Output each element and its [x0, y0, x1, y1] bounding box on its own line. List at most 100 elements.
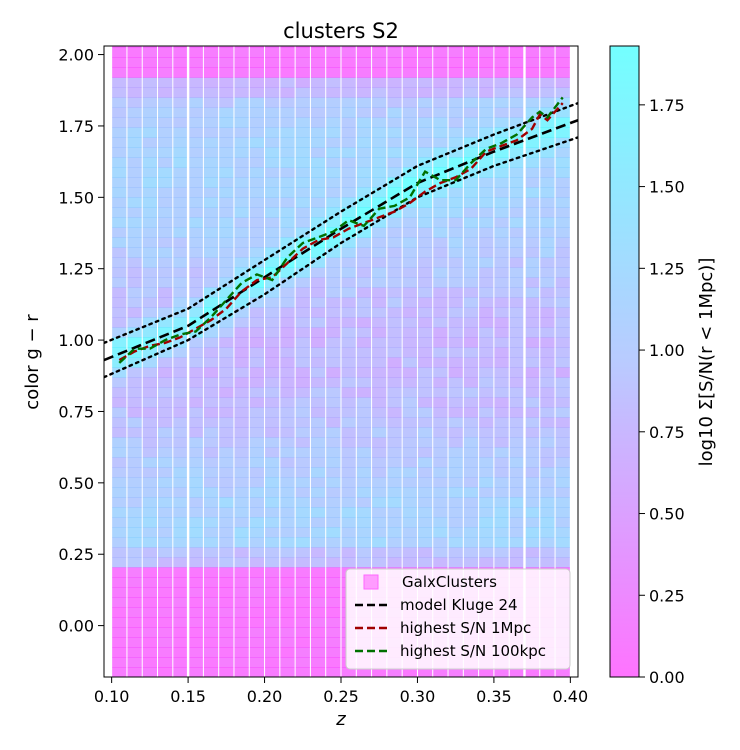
series-line-3 — [104, 136, 578, 379]
heatmap-cell — [249, 177, 265, 188]
heatmap-cell — [326, 477, 341, 488]
heatmap-cell — [463, 517, 479, 528]
heatmap-cell — [341, 507, 356, 518]
heatmap-cell — [509, 57, 524, 68]
heatmap-cell — [372, 537, 387, 548]
heatmap-cell — [417, 307, 433, 318]
heatmap-cell — [402, 297, 417, 308]
heatmap-cell — [463, 177, 479, 188]
heatmap-cell — [402, 257, 417, 268]
heatmap-cell — [402, 417, 417, 428]
heatmap-cell — [494, 427, 509, 438]
heatmap-cell — [417, 487, 433, 498]
heatmap-cell — [158, 357, 173, 368]
heatmap-cell — [356, 47, 372, 58]
heatmap-cell — [219, 597, 234, 608]
heatmap-cell — [494, 227, 509, 238]
heatmap-cell — [372, 447, 387, 458]
heatmap-cell — [494, 77, 509, 88]
heatmap-cell — [494, 297, 509, 308]
heatmap-cell — [310, 67, 326, 78]
heatmap-cell — [448, 207, 463, 218]
heatmap-cell — [280, 637, 295, 648]
heatmap-cell — [265, 437, 280, 448]
heatmap-cell — [372, 307, 387, 318]
heatmap-cell — [249, 447, 265, 458]
legend-label: model Kluge 24 — [400, 596, 518, 614]
heatmap-cell — [188, 647, 203, 658]
heatmap-cell — [142, 507, 158, 518]
heatmap-cell — [295, 207, 310, 218]
heatmap-cell — [463, 367, 479, 378]
heatmap-cell — [479, 547, 494, 558]
heatmap-cell — [142, 637, 158, 648]
heatmap-cell — [249, 567, 265, 578]
heatmap-cell — [173, 137, 188, 148]
heatmap-cell — [188, 197, 203, 208]
heatmap-cell — [433, 447, 448, 458]
heatmap-cell — [448, 337, 463, 348]
heatmap-cell — [173, 377, 188, 388]
heatmap-cell — [265, 237, 280, 248]
heatmap-cell — [417, 107, 433, 118]
heatmap-cell — [494, 667, 509, 677]
heatmap-cell — [402, 457, 417, 468]
heatmap-cell — [387, 477, 402, 488]
heatmap-cell — [112, 597, 127, 608]
heatmap-cell — [326, 467, 341, 478]
heatmap-cell — [326, 347, 341, 358]
heatmap-cell — [265, 337, 280, 348]
heatmap-cell — [540, 257, 555, 268]
heatmap-cell — [112, 307, 127, 318]
heatmap-cell — [509, 187, 524, 198]
heatmap-cell — [463, 497, 479, 508]
heatmap-cell — [310, 157, 326, 168]
heatmap-cell — [448, 177, 463, 188]
heatmap-cell — [509, 537, 524, 548]
heatmap-cell — [326, 367, 341, 378]
heatmap-cell — [112, 177, 127, 188]
heatmap-cell — [158, 397, 173, 408]
heatmap-cell — [173, 577, 188, 588]
heatmap-cell — [356, 67, 372, 78]
heatmap-cell — [479, 77, 494, 88]
heatmap-cell — [509, 267, 524, 278]
heatmap-cell — [524, 127, 540, 138]
heatmap-gap — [186, 46, 190, 677]
heatmap-cell — [158, 417, 173, 428]
heatmap-cell — [234, 427, 249, 438]
heatmap-cell — [433, 347, 448, 358]
heatmap-cell — [280, 277, 295, 288]
heatmap-cell — [555, 497, 570, 508]
heatmap-cell — [494, 557, 509, 568]
heatmap-cell — [112, 337, 127, 348]
heatmap-cell — [280, 357, 295, 368]
heatmap-cell — [265, 197, 280, 208]
heatmap-cell — [158, 117, 173, 128]
heatmap-cell — [295, 107, 310, 118]
heatmap-cell — [127, 147, 142, 158]
heatmap-cell — [433, 217, 448, 228]
heatmap-cell — [234, 47, 249, 58]
heatmap-cell — [463, 357, 479, 368]
heatmap-cell — [219, 107, 234, 118]
heatmap-cell — [234, 167, 249, 178]
heatmap-cell — [295, 137, 310, 148]
heatmap-cell — [555, 667, 570, 677]
heatmap-cell — [387, 327, 402, 338]
heatmap-cell — [433, 57, 448, 68]
heatmap-cell — [494, 537, 509, 548]
heatmap-cell — [524, 257, 540, 268]
heatmap-cell — [326, 67, 341, 78]
heatmap-cell — [402, 387, 417, 398]
heatmap-cell — [142, 397, 158, 408]
heatmap-cell — [479, 177, 494, 188]
heatmap-cell — [479, 337, 494, 348]
heatmap-cell — [203, 46, 219, 48]
heatmap-cell — [173, 367, 188, 378]
heatmap-cell — [280, 587, 295, 598]
heatmap-cell — [158, 407, 173, 418]
heatmap-cell — [326, 667, 341, 677]
heatmap-cell — [341, 397, 356, 408]
heatmap-cell — [402, 207, 417, 218]
